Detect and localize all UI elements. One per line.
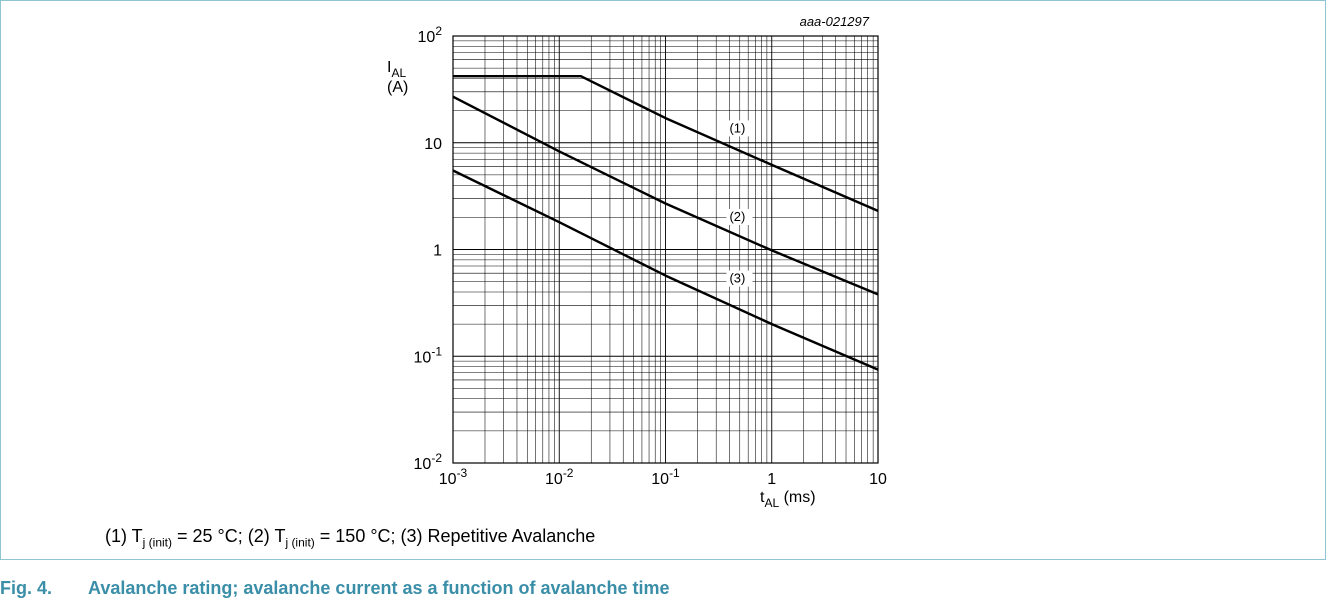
series-label-bg xyxy=(726,270,753,287)
chart-series xyxy=(452,75,879,371)
y-tick-label: 10-1 xyxy=(414,344,443,366)
series-label-3: (3) xyxy=(729,271,745,286)
x-axis-label-main: t xyxy=(760,489,765,506)
y-tick-label: 1 xyxy=(433,243,442,260)
legend-item-2: (2) Tj (init) = 150 °C; xyxy=(247,526,401,550)
y-axis-label-sub: AL xyxy=(391,66,406,80)
y-axis-label: IAL xyxy=(387,59,406,80)
y-tick-label: 102 xyxy=(418,24,443,46)
y-tick-label: 10 xyxy=(424,136,442,153)
x-axis-label-sub: AL xyxy=(764,496,779,510)
legend-item-3: (3) Repetitive Avalanche xyxy=(400,526,596,546)
x-axis-label-unit: (ms) xyxy=(779,489,815,506)
x-axis-label: tAL (ms) xyxy=(760,489,816,510)
figure-caption-text: Avalanche rating; avalanche current as a… xyxy=(88,578,670,598)
y-axis-unit: (A) xyxy=(387,79,408,96)
figure-number: Fig. 4. xyxy=(0,578,53,598)
x-tick-label: 10 xyxy=(869,471,887,488)
chart-grid xyxy=(453,36,878,463)
series-label-bg xyxy=(726,120,753,137)
legend-item-1: (1) Tj (init) = 25 °C; xyxy=(105,526,248,550)
series-label-1: (1) xyxy=(729,120,745,135)
figure-caption: Fig. 4. Avalanche rating; avalanche curre… xyxy=(0,578,670,599)
y-tick-label: 10-2 xyxy=(414,451,443,473)
y-axis-label-main: I xyxy=(387,59,391,76)
series-label-bg xyxy=(726,208,753,225)
x-tick-label: 10-1 xyxy=(651,466,680,488)
figure-code: aaa-021297 xyxy=(800,14,870,29)
series-line-1 xyxy=(453,75,879,213)
series-line-3 xyxy=(452,169,879,371)
x-tick-label: 10-2 xyxy=(545,466,574,488)
plot-border xyxy=(452,35,879,464)
x-tick-label: 10-3 xyxy=(439,466,468,488)
series-label-2: (2) xyxy=(729,209,745,224)
series-line-2 xyxy=(452,95,879,296)
x-tick-label: 1 xyxy=(767,471,776,488)
legend-note: (1) Tj (init) = 25 °C; (2) Tj (init) = 1… xyxy=(105,526,595,550)
